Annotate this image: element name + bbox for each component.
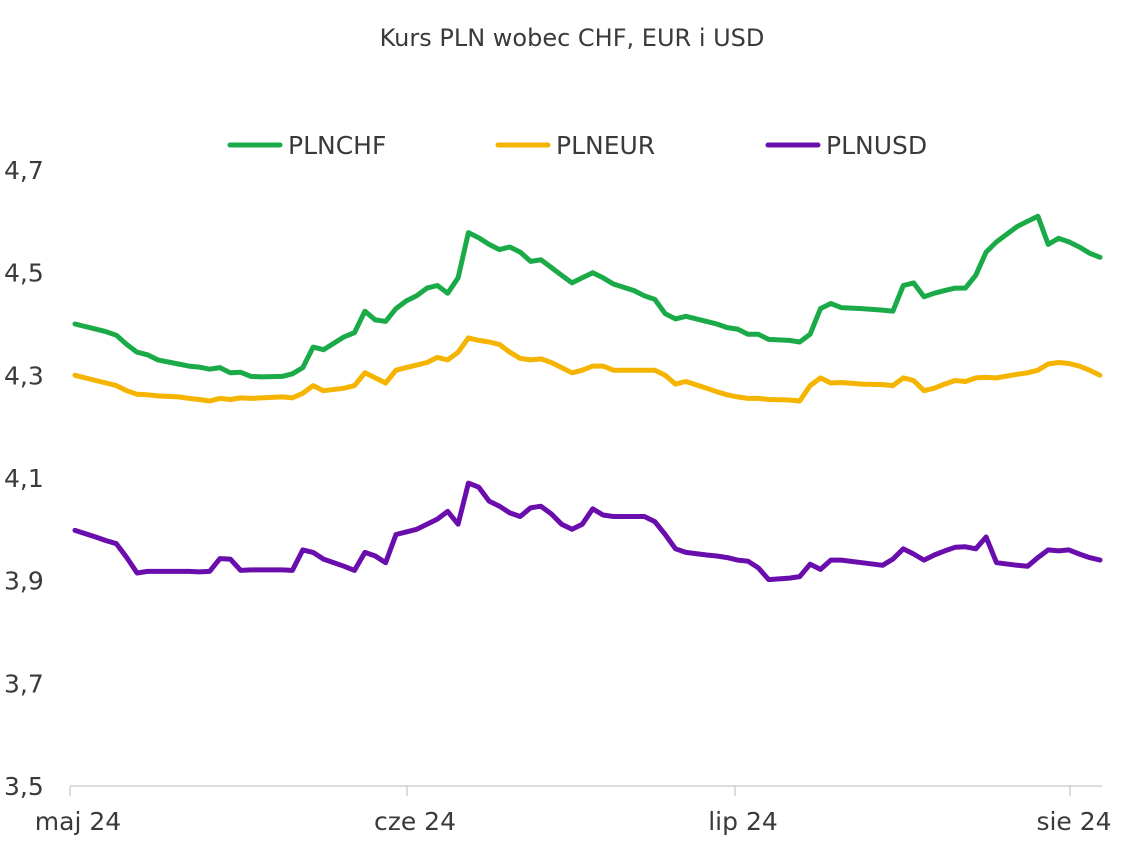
x-tick-label: cze 24	[374, 807, 456, 836]
x-tick-label: lip 24	[708, 807, 778, 836]
chart-title: Kurs PLN wobec CHF, EUR i USD	[380, 24, 765, 52]
series-line-plnchf	[72, 213, 1103, 380]
x-tick-label: maj 24	[35, 807, 121, 836]
x-axis-ticks: maj 24 cze 24 lip 24 sie 24	[35, 786, 1112, 836]
series-line-plnusd	[72, 480, 1103, 583]
y-tick-label: 4,1	[4, 464, 44, 493]
y-tick-label: 4,3	[4, 361, 44, 390]
series-lines	[72, 213, 1103, 583]
x-tick-label: sie 24	[1036, 807, 1111, 836]
y-tick-label: 3,7	[4, 669, 44, 698]
y-tick-label: 4,5	[4, 259, 44, 288]
legend-label-plneur: PLNEUR	[556, 131, 655, 160]
y-axis-tick-labels: 3,5 3,7 3,9 4,1 4,3 4,5 4,7	[4, 156, 44, 801]
legend-label-plnusd: PLNUSD	[826, 131, 927, 160]
y-tick-label: 3,9	[4, 567, 44, 596]
legend-label-plnchf: PLNCHF	[288, 131, 386, 160]
y-tick-label: 3,5	[4, 772, 44, 801]
legend: PLNCHF PLNEUR PLNUSD	[227, 131, 927, 160]
series-line-plneur	[72, 335, 1103, 404]
y-tick-label: 4,7	[4, 156, 44, 185]
